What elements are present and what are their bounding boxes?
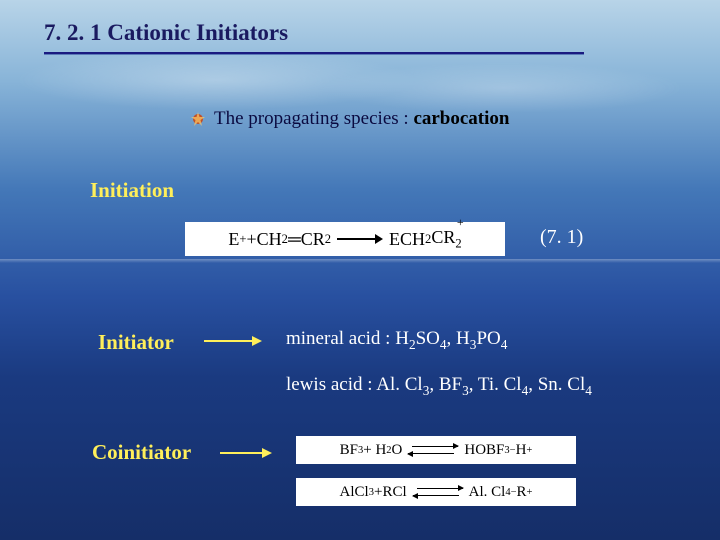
lewis-s2: , Ti. Cl [469, 374, 522, 395]
label-initiator: Initiator [98, 330, 174, 355]
coinitiator-eq-1: BF3 + H2O HOBF3−H+ [296, 436, 576, 464]
mineral-end: PO [476, 328, 500, 349]
mineral-sub-a: 2 [409, 337, 416, 352]
co2-r2: R [517, 484, 527, 501]
mineral-sep: , H [447, 328, 470, 349]
equation-number: (7. 1) [540, 226, 583, 249]
arrow-initiator [204, 340, 260, 342]
lewis-pre: lewis acid : Al. Cl [286, 374, 423, 395]
mineral-pre: mineral acid : H [286, 328, 409, 349]
arrow-coinitiator [220, 452, 270, 454]
mineral-mid: SO [416, 328, 440, 349]
eq-plus1: + [246, 229, 256, 250]
eq-prod-charge: + [457, 215, 464, 230]
propagating-emph: carbocation [413, 108, 509, 129]
eq-cr2b: CR [431, 227, 455, 247]
lewis-sub-d: 4 [585, 383, 592, 398]
section-heading: 7. 2. 1 Cationic Initiators [44, 20, 288, 46]
bullet-line: The propagating species : carbocation [190, 108, 509, 130]
mineral-sub-b: 4 [440, 337, 447, 352]
lewis-s3: , Sn. Cl [528, 374, 585, 395]
eq-cr2b-group: + CR2 [431, 227, 461, 252]
co2-l1: AlCl [340, 484, 369, 501]
co1-r2-sup: + [526, 445, 532, 456]
eq-lhs-E: E [228, 229, 239, 250]
co1-l1: BF [340, 442, 358, 459]
equilibrium-arrow-icon [408, 443, 458, 457]
co1-l2: O [392, 442, 403, 459]
equation-initiation: E+ + CH2 ═ CR2 ECH2 + CR2 [185, 222, 505, 256]
label-initiation: Initiation [90, 178, 174, 203]
lewis-sub-b: 3 [462, 383, 469, 398]
eq-ch2: CH [257, 229, 282, 250]
coinitiator-eq-2: AlCl3 + RCl Al. Cl4−R+ [296, 478, 576, 506]
eq-cr2a: CR [301, 229, 325, 250]
co2-l2: RCl [382, 484, 406, 501]
co1-plus: + H [363, 442, 386, 459]
propagating-text: The propagating species : carbocation [214, 108, 509, 130]
equilibrium-arrow-icon [413, 485, 463, 499]
lewis-acid-line: lewis acid : Al. Cl3, BF3, Ti. Cl4, Sn. … [286, 374, 592, 399]
heading-underline [44, 52, 584, 55]
mineral-acid-line: mineral acid : H2SO4, H3PO4 [286, 328, 507, 353]
bullet-icon [190, 111, 206, 127]
eq-cr2a-sub: 2 [325, 232, 331, 247]
propagating-pre: The propagating species : [214, 108, 413, 129]
co2-plus: + [374, 484, 382, 501]
co2-r2-sup: + [527, 487, 533, 498]
eq-cr2b-sub: 2 [455, 236, 461, 250]
mineral-sub-d: 4 [501, 337, 508, 352]
reaction-arrow-icon [337, 234, 383, 244]
co2-r1: Al. Cl [469, 484, 506, 501]
slide-content: 7. 2. 1 Cationic Initiators The propagat… [0, 0, 720, 540]
eq-dbond: ═ [288, 229, 301, 250]
lewis-s1: , BF [429, 374, 462, 395]
eq-lhs-E-charge: + [239, 232, 246, 247]
co1-r2: H [516, 442, 527, 459]
label-coinitiator: Coinitiator [92, 440, 191, 465]
co1-r1: HOBF [464, 442, 504, 459]
eq-ech2: ECH [389, 229, 425, 250]
